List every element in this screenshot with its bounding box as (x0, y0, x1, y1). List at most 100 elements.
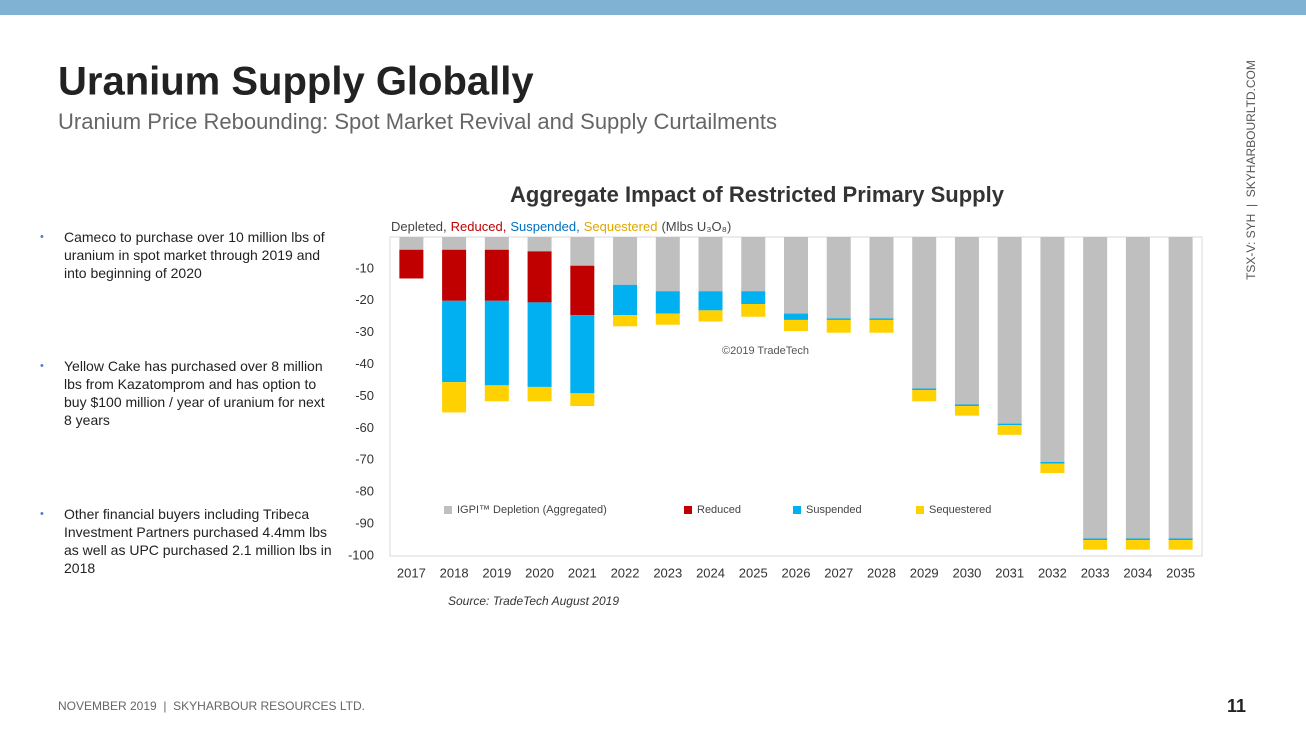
bullet: Cameco to purchase over 10 million lbs o… (40, 228, 334, 282)
x-tick-label: 2021 (568, 565, 597, 580)
bar-segment (869, 237, 894, 319)
source: Source: TradeTech August 2019 (448, 594, 619, 608)
bar-segment (1168, 540, 1193, 550)
bar-segment (912, 390, 937, 402)
bar-segment (1168, 237, 1193, 539)
bar-segment (484, 385, 509, 402)
bar-segment (997, 423, 1022, 426)
y-tick-label: -10 (355, 260, 374, 275)
bar-segment (613, 237, 638, 285)
bar-segment (484, 249, 509, 301)
bar-segment (826, 237, 851, 319)
legend-label: Sequestered (929, 504, 991, 516)
x-tick-label: 2017 (397, 565, 426, 580)
x-tick-label: 2035 (1166, 565, 1195, 580)
bar-segment (570, 315, 595, 394)
bar-segment (826, 318, 851, 320)
bar-segment (399, 249, 424, 279)
bar-segment (442, 300, 467, 383)
bar-segment (613, 284, 638, 316)
axis-label-part: Suspended, (510, 219, 579, 234)
legend-swatch (793, 506, 801, 514)
x-tick-label: 2024 (696, 565, 725, 580)
bar-segment (912, 237, 937, 389)
x-tick-label: 2032 (1038, 565, 1067, 580)
bullet: Other financial buyers including Tribeca… (40, 505, 334, 577)
y-tick-label: -50 (355, 388, 374, 403)
bar-segment (869, 319, 894, 333)
bullet: Yellow Cake has purchased over 8 million… (40, 357, 334, 429)
side-text: TSX-V: SYH | SKYHARBOURLTD.COM (1244, 60, 1258, 280)
legend-swatch (684, 506, 692, 514)
bar-segment (784, 237, 808, 314)
bar-segment (527, 251, 552, 303)
bar-segment (527, 237, 552, 252)
legend-label: IGPI™ Depletion (Aggregated) (457, 504, 607, 516)
bar-segment (613, 315, 638, 327)
bar-segment (784, 313, 808, 320)
y-tick-label: -30 (355, 324, 374, 339)
slide-subtitle: Uranium Price Rebounding: Spot Market Re… (58, 109, 777, 134)
y-tick-label: -20 (355, 292, 374, 307)
bar-segment (655, 237, 680, 292)
axis-label-part: Depleted, (391, 219, 447, 234)
axis-label-part: Sequestered (584, 219, 658, 234)
x-tick-label: 2029 (910, 565, 939, 580)
bar-segment (1040, 463, 1065, 474)
y-tick-label: -90 (355, 516, 374, 531)
bar-segment (570, 237, 595, 266)
x-tick-label: 2025 (739, 565, 768, 580)
bar-segment (912, 388, 937, 391)
x-tick-label: 2034 (1123, 565, 1152, 580)
x-tick-label: 2031 (995, 565, 1024, 580)
bar-segment (698, 291, 723, 311)
bar-segment (655, 313, 680, 325)
bar-segment (741, 291, 766, 304)
bar-segment (698, 310, 723, 322)
bar-segment (527, 302, 552, 387)
bar-segment (442, 237, 467, 250)
x-tick-label: 2027 (824, 565, 853, 580)
bar-segment (1040, 461, 1065, 464)
bar-segment (826, 319, 851, 333)
bar-segment (997, 237, 1022, 424)
y-tick-label: -80 (355, 484, 374, 499)
bar-segment (484, 237, 509, 250)
bar-segment (1083, 237, 1108, 539)
x-tick-label: 2023 (653, 565, 682, 580)
x-tick-label: 2028 (867, 565, 896, 580)
bar-segment (442, 382, 467, 413)
axis-label: Depleted, Reduced, Suspended, Sequestered (M… (391, 219, 731, 234)
bar-segment (741, 303, 766, 317)
x-tick-label: 2019 (482, 565, 511, 580)
bar-segment (1125, 538, 1150, 541)
bar-segment (1040, 237, 1065, 462)
y-tick-label: -60 (355, 420, 374, 435)
bar-segment (869, 318, 894, 320)
x-tick-label: 2022 (611, 565, 640, 580)
legend-label: Reduced (697, 504, 741, 516)
bar-segment (655, 291, 680, 314)
legend-swatch (916, 506, 924, 514)
x-tick-label: 2033 (1081, 565, 1110, 580)
bar-segment (784, 319, 808, 332)
y-tick-label: -100 (348, 547, 374, 562)
bar-segment (1125, 237, 1150, 539)
bar-segment (1083, 538, 1108, 541)
x-tick-label: 2026 (782, 565, 811, 580)
bar-segment (997, 425, 1022, 435)
bar-segment (484, 300, 509, 386)
bar-segment (741, 237, 766, 292)
bar-segment (698, 237, 723, 292)
bar-segment (570, 393, 595, 407)
bar-segment (1168, 538, 1193, 541)
y-tick-label: -70 (355, 452, 374, 467)
top-bar (0, 0, 1306, 15)
axis-label-part: Reduced, (451, 219, 507, 234)
bar-segment (570, 265, 595, 316)
y-tick-label: -40 (355, 356, 374, 371)
bar-segment (442, 249, 467, 301)
x-tick-label: 2020 (525, 565, 554, 580)
